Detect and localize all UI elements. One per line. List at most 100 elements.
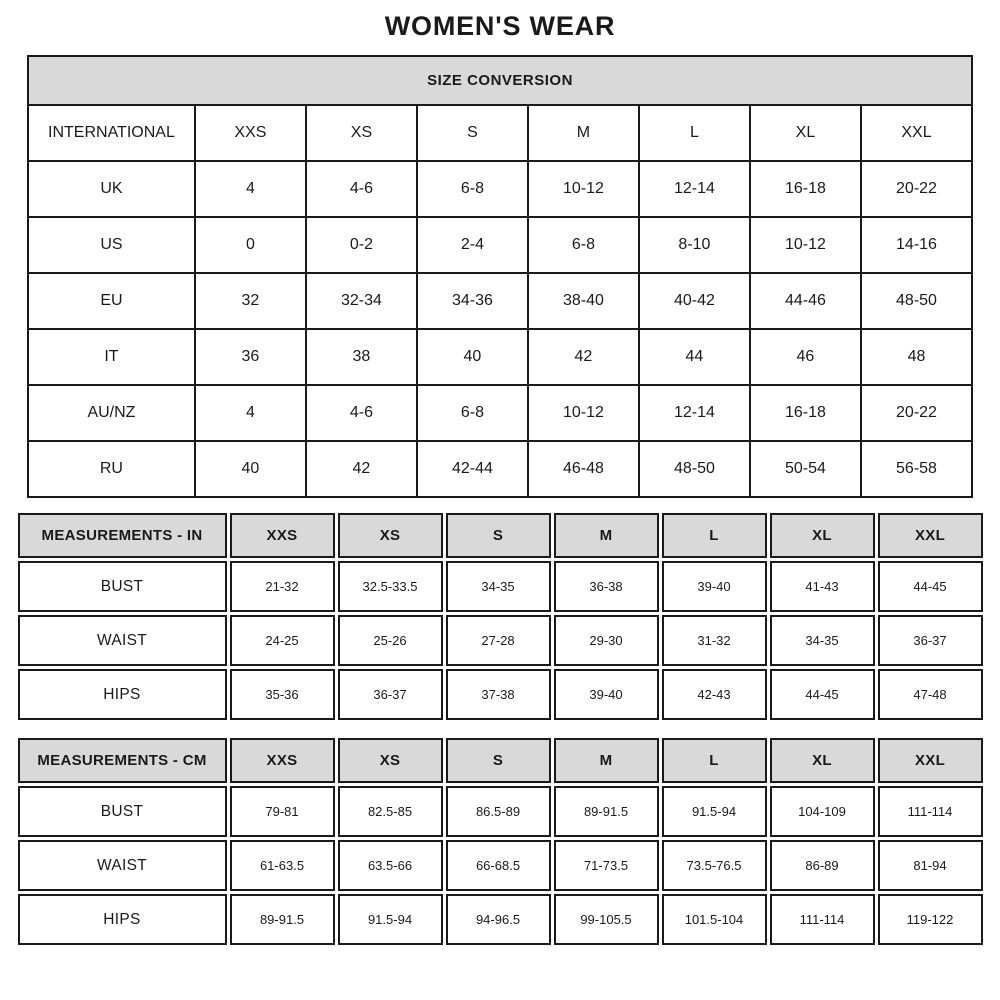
size-conversion-value-cell: 46 — [748, 328, 862, 386]
size-conversion-value-cell: 20-22 — [859, 160, 974, 218]
measurements-cm-value-cell: 104-109 — [769, 786, 875, 837]
size-conversion-value-cell: 34-36 — [415, 272, 529, 330]
size-conversion-value-cell: 36 — [193, 328, 307, 386]
size-conversion-value-cell: 4 — [193, 384, 307, 442]
size-conversion-value-cell: 50-54 — [748, 440, 862, 498]
measurements-in-value-cell: 42-43 — [661, 669, 767, 720]
size-conversion-value-cell: XS — [304, 104, 418, 162]
measurements-cm-row-label: BUST — [17, 786, 227, 837]
size-conversion-value-cell: 14-16 — [859, 216, 974, 274]
measurements-in-size-header: M — [553, 513, 659, 558]
measurements-cm-row-label: WAIST — [17, 840, 227, 891]
measurements-cm-header: MEASUREMENTS - CM — [17, 738, 227, 783]
measurements-cm-size-header: M — [553, 738, 659, 783]
measurements-cm-value-cell: 66-68.5 — [445, 840, 551, 891]
measurements-in-value-cell: 25-26 — [337, 615, 443, 666]
size-conversion-row: UK 4 4-6 6-8 10-12 12-14 16-18 20-22 — [26, 160, 974, 218]
size-conversion-value-cell: 38-40 — [526, 272, 640, 330]
size-conversion-value-cell: 42 — [304, 440, 418, 498]
size-conversion-value-cell: 16-18 — [748, 160, 862, 218]
measurements-in-value-cell: 21-32 — [229, 561, 335, 612]
size-conversion-value-cell: 56-58 — [859, 440, 974, 498]
measurements-cm-value-cell: 82.5-85 — [337, 786, 443, 837]
size-conversion-value-cell: 10-12 — [526, 384, 640, 442]
measurements-in-value-cell: 35-36 — [229, 669, 335, 720]
size-conversion-row-label: RU — [26, 440, 196, 498]
measurements-cm-row: HIPS 89-91.5 91.5-94 94-96.5 99-105.5 101.5-1… — [17, 894, 983, 945]
measurements-in-value-cell: 37-38 — [445, 669, 551, 720]
measurements-in-value-cell: 36-38 — [553, 561, 659, 612]
size-conversion-value-cell: 38 — [304, 328, 418, 386]
measurements-in-row-label: WAIST — [17, 615, 227, 666]
measurements-cm-value-cell: 101.5-104 — [661, 894, 767, 945]
size-conversion-value-cell: 44-46 — [748, 272, 862, 330]
measurements-cm-value-cell: 99-105.5 — [553, 894, 659, 945]
size-conversion-title-row: SIZE CONVERSION — [26, 55, 974, 106]
measurements-in-row: WAIST 24-25 25-26 27-28 29-30 31-32 34-35 36-37 — [17, 615, 983, 666]
size-conversion-row-label: UK — [26, 160, 196, 218]
size-conversion-value-cell: 48 — [859, 328, 974, 386]
size-conversion-value-cell: 46-48 — [526, 440, 640, 498]
size-conversion-value-cell: 48-50 — [859, 272, 974, 330]
measurements-in-size-header: XXS — [229, 513, 335, 558]
measurements-in-value-cell: 44-45 — [877, 561, 983, 612]
size-conversion-value-cell: 2-4 — [415, 216, 529, 274]
page-title: WOMEN'S WEAR — [384, 11, 616, 41]
measurements-in-size-header: XS — [337, 513, 443, 558]
size-conversion-value-cell: XXL — [859, 104, 974, 162]
measurements-cm-value-cell: 86-89 — [769, 840, 875, 891]
size-conversion-value-cell: L — [637, 104, 751, 162]
measurements-cm-value-cell: 61-63.5 — [229, 840, 335, 891]
measurements-in-size-header: XXL — [877, 513, 983, 558]
measurements-cm-value-cell: 73.5-76.5 — [661, 840, 767, 891]
size-conversion-value-cell: 0 — [193, 216, 307, 274]
measurements-in-value-cell: 32.5-33.5 — [337, 561, 443, 612]
measurements-in-row-label: BUST — [17, 561, 227, 612]
size-conversion-table: SIZE CONVERSION INTERNATIONAL XXS XS S M L XL X… — [26, 55, 974, 498]
size-conversion-value-cell: 44 — [637, 328, 751, 386]
measurements-cm-size-header: XL — [769, 738, 875, 783]
measurements-in-value-cell: 34-35 — [445, 561, 551, 612]
size-conversion-row-label: EU — [26, 272, 196, 330]
size-conversion-value-cell: S — [415, 104, 529, 162]
measurements-cm-header-row: MEASUREMENTS - CM XXS XS S M L XL XXL — [17, 738, 983, 783]
measurements-in-header: MEASUREMENTS - IN — [17, 513, 227, 558]
size-conversion-value-cell: 40-42 — [637, 272, 751, 330]
size-conversion-value-cell: 16-18 — [748, 384, 862, 442]
measurements-cm-value-cell: 91.5-94 — [661, 786, 767, 837]
measurements-in-value-cell: 47-48 — [877, 669, 983, 720]
size-conversion-header: SIZE CONVERSION — [26, 55, 974, 106]
size-conversion-value-cell: 10-12 — [526, 160, 640, 218]
size-conversion-value-cell: 4-6 — [304, 160, 418, 218]
size-conversion-value-cell: 48-50 — [637, 440, 751, 498]
size-conversion-value-cell: XL — [748, 104, 862, 162]
measurements-in-value-cell: 29-30 — [553, 615, 659, 666]
measurements-cm-value-cell: 63.5-66 — [337, 840, 443, 891]
measurements-in-value-cell: 39-40 — [553, 669, 659, 720]
measurements-in-value-cell: 39-40 — [661, 561, 767, 612]
measurements-in-value-cell: 36-37 — [337, 669, 443, 720]
measurements-cm-value-cell: 79-81 — [229, 786, 335, 837]
measurements-in-value-cell: 31-32 — [661, 615, 767, 666]
measurements-in-value-cell: 44-45 — [769, 669, 875, 720]
size-conversion-value-cell: 0-2 — [304, 216, 418, 274]
measurements-cm-value-cell: 86.5-89 — [445, 786, 551, 837]
measurements-cm-value-cell: 71-73.5 — [553, 840, 659, 891]
size-conversion-value-cell: 32-34 — [304, 272, 418, 330]
size-conversion-value-cell: XXS — [193, 104, 307, 162]
size-conversion-value-cell: 40 — [193, 440, 307, 498]
measurements-in-header-row: MEASUREMENTS - IN XXS XS S M L XL XXL — [17, 513, 983, 558]
measurements-in-size-header: S — [445, 513, 551, 558]
measurements-cm-value-cell: 94-96.5 — [445, 894, 551, 945]
measurements-cm-value-cell: 91.5-94 — [337, 894, 443, 945]
measurements-in-row: BUST 21-32 32.5-33.5 34-35 36-38 39-40 41-43 44… — [17, 561, 983, 612]
measurements-in-row-label: HIPS — [17, 669, 227, 720]
size-conversion-row-label: INTERNATIONAL — [26, 104, 196, 162]
measurements-in-row: HIPS 35-36 36-37 37-38 39-40 42-43 44-45 47-48 — [17, 669, 983, 720]
measurements-in-value-cell: 41-43 — [769, 561, 875, 612]
size-conversion-value-cell: 42-44 — [415, 440, 529, 498]
size-conversion-value-cell: 12-14 — [637, 160, 751, 218]
measurements-cm-row-label: HIPS — [17, 894, 227, 945]
measurements-in-value-cell: 27-28 — [445, 615, 551, 666]
